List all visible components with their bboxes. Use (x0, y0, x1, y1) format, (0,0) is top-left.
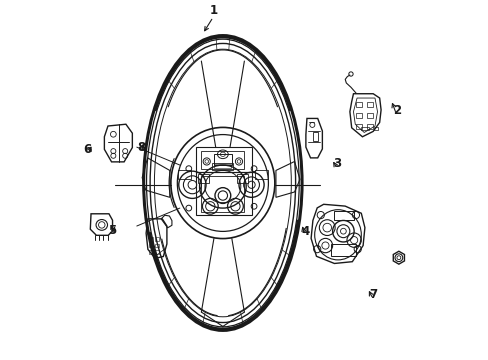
Bar (373, 127, 377, 130)
Bar (212, 163, 232, 170)
Bar (355, 113, 362, 118)
Bar (237, 174, 247, 183)
Text: 1: 1 (209, 4, 218, 17)
Bar (149, 244, 153, 247)
Bar (213, 164, 231, 168)
Text: 4: 4 (301, 225, 309, 238)
Bar (178, 170, 190, 179)
Text: 5: 5 (107, 224, 116, 237)
Bar (213, 154, 231, 165)
Bar (366, 124, 372, 129)
Bar (334, 211, 353, 220)
Bar (155, 250, 159, 254)
Bar (360, 127, 368, 130)
Text: 3: 3 (333, 157, 341, 170)
Bar (312, 132, 318, 141)
Bar (149, 250, 153, 254)
Bar (197, 174, 208, 183)
Bar (155, 244, 159, 247)
Bar (201, 151, 244, 168)
Bar (155, 237, 159, 241)
Bar (330, 244, 355, 256)
Bar (201, 176, 244, 212)
Bar (366, 113, 372, 118)
Bar (355, 102, 362, 107)
Bar (196, 147, 251, 172)
Text: 8: 8 (137, 141, 145, 154)
Bar (255, 170, 267, 179)
Bar (355, 124, 362, 129)
Bar (196, 172, 251, 215)
Bar (149, 237, 153, 241)
Text: 6: 6 (83, 143, 91, 156)
Bar (366, 102, 372, 107)
Text: 7: 7 (369, 288, 377, 301)
Text: 2: 2 (392, 104, 400, 117)
